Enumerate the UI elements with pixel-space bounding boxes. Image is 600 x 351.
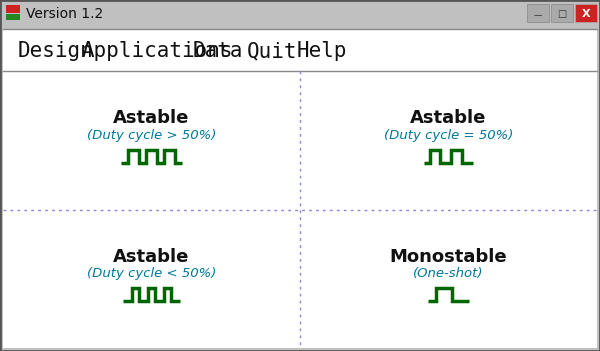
Text: Monostable: Monostable xyxy=(389,248,508,266)
Text: Astable: Astable xyxy=(113,109,190,127)
Text: Astable: Astable xyxy=(410,109,487,127)
Text: Version 1.2: Version 1.2 xyxy=(26,7,103,21)
Bar xyxy=(3,29,597,71)
Bar xyxy=(527,4,549,22)
Text: Design: Design xyxy=(18,41,94,61)
Text: Astable: Astable xyxy=(113,248,190,266)
Bar xyxy=(575,4,597,22)
Bar xyxy=(551,4,573,22)
Bar xyxy=(6,14,20,20)
Bar xyxy=(3,71,597,348)
Text: X: X xyxy=(581,9,590,19)
Bar xyxy=(6,5,20,13)
Text: (Duty cycle < 50%): (Duty cycle < 50%) xyxy=(87,267,216,280)
Text: (Duty cycle > 50%): (Duty cycle > 50%) xyxy=(87,129,216,142)
Text: Data: Data xyxy=(193,41,244,61)
Text: Help: Help xyxy=(297,41,347,61)
Text: □: □ xyxy=(557,9,566,19)
Text: (Duty cycle = 50%): (Duty cycle = 50%) xyxy=(384,129,513,142)
Text: —: — xyxy=(534,12,542,20)
Text: (One-shot): (One-shot) xyxy=(413,267,484,280)
Text: Applications: Applications xyxy=(82,41,233,61)
Text: Quit: Quit xyxy=(247,41,298,61)
